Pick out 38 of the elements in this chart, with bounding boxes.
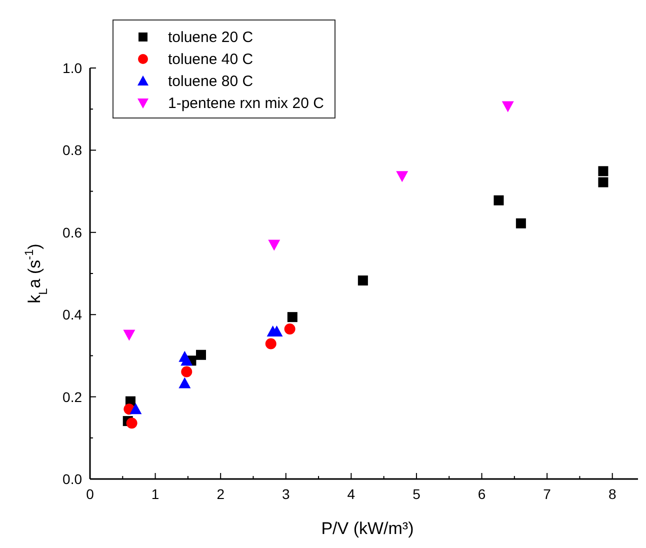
legend-label: toluene 80 C	[168, 73, 254, 90]
point	[598, 166, 608, 176]
point	[396, 171, 408, 182]
legend-label: 1-pentene rxn mix 20 C	[168, 95, 324, 112]
point	[196, 350, 206, 360]
point	[265, 338, 276, 350]
point	[181, 366, 192, 378]
point	[130, 403, 142, 414]
x-axis-title: P/V (kW/m³)	[321, 519, 414, 538]
x-tick-label: 3	[282, 486, 290, 502]
x-tick-label: 0	[86, 486, 94, 502]
y-tick-label: 0.8	[62, 142, 82, 158]
y-tick-label: 0.6	[62, 224, 82, 240]
x-tick-label: 1	[151, 486, 160, 502]
point	[126, 418, 138, 429]
y-tick-label: 0.2	[62, 388, 82, 405]
point	[123, 330, 136, 341]
x-tick-label: 5	[412, 486, 421, 502]
point	[598, 177, 608, 188]
point	[502, 101, 514, 112]
point	[494, 195, 504, 206]
y-tick-label: 1.0	[62, 60, 82, 76]
point	[268, 240, 280, 251]
x-tick-label: 2	[216, 486, 225, 502]
x-tick-label: 7	[543, 486, 552, 502]
point	[178, 377, 191, 388]
x-tick-label: 6	[478, 486, 486, 502]
point	[516, 218, 526, 228]
point	[358, 275, 368, 286]
y-tick-label: 0.4	[62, 306, 82, 323]
point	[180, 354, 193, 366]
x-tick-label: 4	[347, 486, 356, 502]
y-tick-label: 0.0	[62, 471, 82, 487]
legend-label: toluene 40 C	[168, 51, 254, 68]
legend-label: toluene 20 C	[168, 29, 254, 46]
point	[287, 312, 298, 322]
point	[284, 323, 296, 334]
x-tick-label: 8	[608, 486, 616, 502]
